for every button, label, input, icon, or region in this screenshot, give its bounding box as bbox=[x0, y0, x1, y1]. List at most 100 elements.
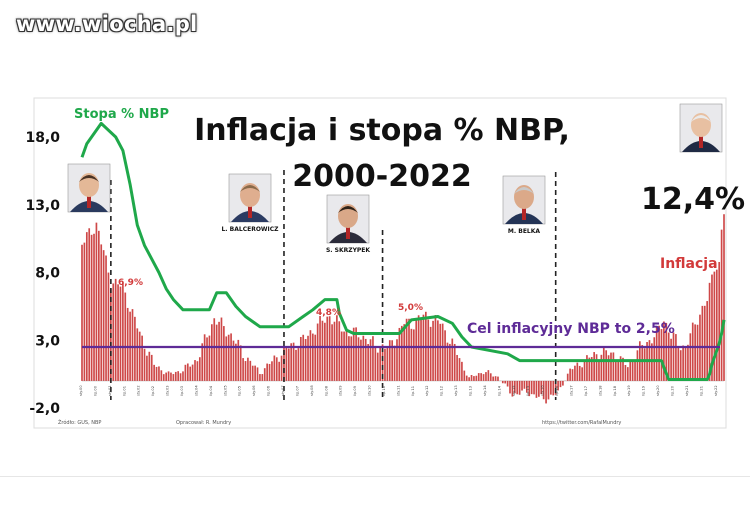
inflation-bar bbox=[88, 228, 91, 381]
inflation-bar bbox=[403, 324, 406, 381]
inflation-bar bbox=[701, 305, 704, 381]
inflation-bar bbox=[530, 380, 533, 395]
inflation-bar bbox=[386, 346, 389, 381]
inflation-bar bbox=[453, 343, 456, 381]
inflation-bar bbox=[583, 360, 586, 381]
x-tick-label: lip.09 bbox=[353, 385, 357, 396]
chart-title-line-2: 2000-2022 bbox=[292, 159, 471, 194]
x-tick-label: sty.16 bbox=[541, 385, 545, 396]
inflation-bar bbox=[497, 376, 499, 381]
inflation-bar bbox=[636, 350, 639, 381]
inflation-bar bbox=[588, 357, 591, 381]
inflation-bar bbox=[369, 339, 372, 381]
inflation-bar bbox=[456, 354, 458, 381]
inflation-bar bbox=[607, 355, 610, 381]
inflation-bar bbox=[254, 365, 256, 381]
x-tick-label: lip.13 bbox=[469, 386, 473, 396]
inflation-bar bbox=[571, 369, 574, 381]
x-tick-label: sty.00 bbox=[79, 385, 83, 396]
inflation-bar bbox=[376, 352, 379, 381]
photo-tie bbox=[346, 227, 350, 239]
inflation-bar bbox=[624, 364, 627, 381]
inflation-bar bbox=[679, 350, 682, 381]
inflation-bar bbox=[521, 380, 523, 391]
inflation-bar bbox=[83, 242, 86, 381]
inflation-bar bbox=[242, 358, 244, 381]
inflation-bar bbox=[247, 357, 249, 381]
inflation-bar bbox=[379, 347, 381, 381]
inflation-bar bbox=[230, 333, 232, 381]
inflation-bar bbox=[206, 337, 208, 381]
inflation-bar bbox=[506, 380, 509, 387]
x-tick-label: lip.08 bbox=[324, 385, 328, 396]
inflation-bar bbox=[667, 332, 670, 381]
inflation-bar bbox=[189, 366, 192, 381]
inflation-bar bbox=[465, 375, 468, 381]
inflation-bar bbox=[675, 334, 677, 381]
inflation-bar bbox=[552, 380, 555, 396]
stopa-nbp-line bbox=[80, 121, 726, 381]
inflation-bar bbox=[480, 373, 482, 381]
x-tick-label: lip.11 bbox=[411, 386, 415, 396]
inflation-bar bbox=[473, 376, 475, 381]
inflation-bar bbox=[677, 345, 680, 381]
inflation-bar bbox=[682, 345, 684, 381]
inflation-bar bbox=[266, 363, 268, 381]
inflation-bar bbox=[691, 322, 694, 381]
x-tick-label: sty.02 bbox=[137, 385, 141, 396]
inflation-bar bbox=[590, 357, 593, 381]
photo-hair bbox=[79, 175, 99, 182]
x-tick-label: sty.12 bbox=[425, 385, 429, 396]
inflation-bar bbox=[100, 244, 103, 381]
inflation-bar bbox=[271, 361, 273, 381]
x-tick-label: sty.06 bbox=[252, 385, 256, 396]
inflation-bar bbox=[211, 324, 213, 381]
inflation-bar bbox=[557, 380, 559, 391]
y-tick-label: 13,0 bbox=[25, 198, 60, 214]
inflation-bar bbox=[494, 376, 497, 381]
inflation-bar bbox=[172, 374, 175, 381]
x-tick-label: lip.15 bbox=[526, 386, 530, 396]
inflation-bar bbox=[663, 321, 665, 381]
inflation-bar bbox=[261, 374, 264, 381]
inflation-bar bbox=[220, 317, 223, 381]
x-tick-label: sty.08 bbox=[310, 385, 314, 396]
inflation-bar bbox=[538, 380, 540, 397]
president-photo: S. SKRZYPEK bbox=[326, 194, 370, 254]
inflation-bar bbox=[350, 336, 353, 381]
photo-hair bbox=[514, 187, 534, 194]
inflation-bar bbox=[114, 278, 117, 381]
inflation-bar bbox=[574, 365, 576, 381]
x-axis-ticks: sty.00 lip.00 sty.01 lip.01 sty.02 lip.02 sty.… bbox=[79, 385, 718, 396]
inflation-bar bbox=[614, 360, 617, 381]
x-tick-label: sty.11 bbox=[396, 385, 400, 396]
photo-tie bbox=[522, 208, 526, 220]
x-tick-label: lip.12 bbox=[440, 386, 444, 396]
x-tick-label: sty.10 bbox=[368, 385, 372, 396]
inflation-bar bbox=[432, 320, 434, 381]
x-tick-label: sty.18 bbox=[598, 385, 602, 396]
y-axis-ticks: 18,0 13,0 8,0 3,0 -2,0 bbox=[25, 130, 60, 417]
inflation-bar bbox=[381, 344, 384, 381]
inflation-bar bbox=[275, 357, 278, 381]
inflation-bar bbox=[153, 364, 155, 381]
x-tick-label: lip.17 bbox=[584, 386, 588, 396]
inflation-bar bbox=[475, 375, 478, 381]
inflation-bar bbox=[492, 376, 495, 381]
inflation-bar bbox=[696, 324, 699, 381]
inflation-bar bbox=[112, 283, 115, 381]
x-tick-label: sty.15 bbox=[512, 385, 516, 396]
inflation-bar bbox=[482, 374, 485, 381]
x-tick-label: lip.10 bbox=[382, 385, 386, 396]
inflation-bar bbox=[184, 364, 187, 381]
inflation-bar bbox=[343, 331, 345, 381]
inflation-bar bbox=[203, 334, 206, 381]
inflation-bar bbox=[396, 339, 398, 381]
inflation-bar bbox=[138, 331, 141, 381]
president-photo: M. BELKA bbox=[502, 175, 546, 235]
inflation-bar bbox=[196, 361, 199, 381]
inflation-bar bbox=[446, 342, 449, 381]
inflation-bar bbox=[720, 229, 723, 381]
inflation-bar bbox=[328, 316, 331, 381]
